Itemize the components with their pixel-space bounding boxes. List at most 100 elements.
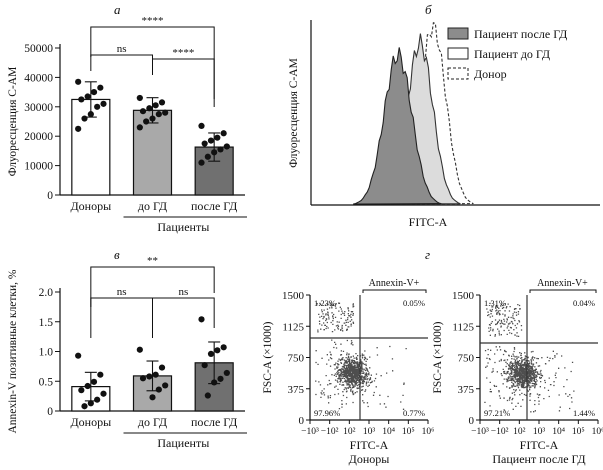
quadrant-top-left: 1.23% — [314, 298, 336, 308]
series-after-curve — [353, 47, 442, 205]
data-point — [146, 373, 153, 380]
data-point — [204, 153, 211, 160]
series-donor-curve — [391, 22, 474, 205]
significance-label: **** — [142, 15, 164, 27]
data-point — [207, 350, 215, 357]
data-point — [84, 93, 91, 100]
data-point — [97, 84, 104, 91]
y-axis-label: Флуоресценция C-AM — [288, 58, 300, 168]
data-point — [223, 143, 230, 150]
data-point — [204, 392, 211, 399]
chart-g-flow-donors: 1500 1125 750 375 0−10³ −10² 10² 10³ 10⁴ 10⁵ 10⁶ FS… — [262, 278, 434, 466]
data-point — [100, 100, 107, 107]
y-axis-label: FSC-A (×1000) — [432, 321, 444, 393]
data-point — [162, 109, 169, 116]
quadrant-top-left: 1.31% — [484, 298, 506, 308]
x-tick-label: 10² — [513, 427, 526, 437]
data-point — [136, 346, 143, 353]
x-axis-label: FITC-A — [520, 438, 559, 452]
legend-swatch — [447, 67, 469, 80]
data-point — [162, 382, 169, 389]
data-point — [149, 394, 156, 401]
significance-label: ** — [147, 255, 158, 267]
data-point — [136, 94, 143, 102]
x-tick-label: −10² — [321, 427, 339, 437]
significance-bracket — [90, 297, 153, 338]
data-point — [217, 146, 224, 153]
data-point — [158, 99, 166, 106]
x-tick-label: 10⁶ — [592, 427, 603, 437]
y-tick-label: 1.5 — [39, 317, 54, 329]
bar — [194, 146, 234, 196]
legend-swatch — [447, 27, 469, 40]
legend-entry: Пациент до ГД — [474, 47, 550, 61]
y-tick-label: 0 — [47, 190, 53, 202]
category-label: после ГД — [191, 199, 237, 213]
data-point — [75, 352, 82, 359]
chart-b-fitc-histogram: Флуоресценция C-AM FITC-A Пациент после ГД… — [288, 20, 600, 229]
data-point — [90, 378, 98, 385]
significance-bracket — [152, 58, 215, 99]
y-tick-label: 1125 — [452, 321, 474, 333]
category-label: до ГД — [138, 415, 167, 429]
data-point — [100, 390, 107, 397]
data-point — [87, 400, 94, 407]
y-tick-label: 1500 — [452, 290, 475, 302]
data-point — [143, 118, 150, 125]
gate-label: Annexin-V+ — [537, 278, 588, 289]
quadrant-bottom-right: 1.44% — [573, 408, 595, 418]
y-tick-label: 30000 — [24, 102, 53, 114]
y-axis-label: Annexin-V позитивные клетки, % — [7, 269, 19, 433]
data-point — [97, 371, 104, 378]
panel-label-b: б — [425, 2, 432, 17]
event-dots — [484, 302, 575, 413]
significance-bracket — [90, 54, 153, 71]
data-point — [214, 347, 221, 354]
significance-bracket — [90, 26, 215, 107]
significance-label: ns — [117, 43, 127, 55]
data-point — [75, 78, 82, 85]
x-axis-label: FITC-A — [350, 438, 389, 452]
y-tick-label: 0 — [299, 415, 305, 427]
data-point — [201, 362, 208, 369]
y-tick-label: 375 — [458, 384, 475, 396]
y-axis-label: FSC-A (×1000) — [262, 321, 274, 393]
data-point — [136, 124, 143, 131]
gate-bracket — [362, 289, 427, 293]
data-point — [214, 134, 221, 141]
plot-title: Доноры — [349, 452, 390, 466]
data-point — [223, 369, 230, 377]
y-tick-label: 1.0 — [39, 347, 54, 359]
x-tick-label: 10⁶ — [422, 427, 435, 437]
significance-label: ns — [117, 286, 127, 298]
gate-label: Annexin-V+ — [369, 278, 420, 289]
data-point — [146, 105, 153, 112]
data-point — [198, 122, 205, 130]
data-point — [81, 115, 88, 122]
significance-label: ns — [178, 286, 188, 298]
significance-bracket — [90, 266, 215, 307]
data-point — [78, 387, 85, 394]
y-tick-label: 750 — [288, 353, 305, 365]
panel-label-a: а — [114, 2, 121, 17]
y-tick-label: 0 — [47, 406, 53, 418]
gate-bracket — [529, 289, 597, 293]
x-tick-label: 10⁴ — [552, 427, 566, 437]
data-point — [87, 111, 94, 118]
data-point — [139, 108, 147, 115]
data-point — [220, 130, 227, 137]
y-axis-label: Флуоресценция C-AM — [7, 67, 19, 177]
y-tick-label: 1125 — [282, 321, 304, 333]
data-point — [220, 344, 227, 351]
data-point — [94, 396, 101, 403]
data-point — [152, 371, 159, 378]
x-axis-label: FITC-A — [409, 215, 448, 229]
data-point — [149, 115, 156, 122]
data-point — [84, 382, 91, 390]
category-label: до ГД — [138, 199, 167, 213]
y-tick-label: 375 — [288, 384, 305, 396]
group-label: Пациенты — [157, 220, 209, 234]
data-point — [155, 386, 162, 393]
x-tick-label: 10³ — [533, 427, 546, 437]
data-point — [158, 364, 166, 371]
